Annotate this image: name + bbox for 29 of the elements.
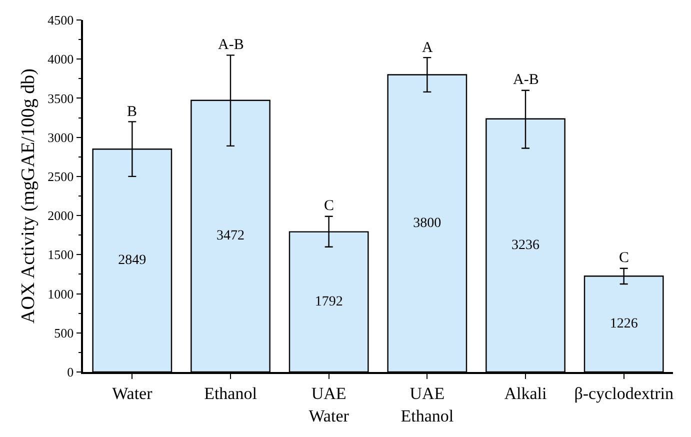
annotation: A-B — [218, 37, 244, 53]
y-tick-label: 4500 — [48, 12, 74, 28]
x-tick-label: Alkali — [504, 384, 548, 404]
y-tick-label: 2000 — [48, 208, 74, 224]
y-axis-title: AOX Activity (mgGAE/100g db) — [18, 68, 39, 324]
x-tick-label: UAE Ethanol — [400, 384, 454, 426]
x-tick-label: Ethanol — [204, 384, 258, 404]
annotation: C — [324, 198, 334, 214]
annotation: C — [619, 250, 630, 266]
annotation: B — [127, 104, 138, 120]
x-tick-label: β-cyclodextrin — [574, 384, 674, 404]
data-label: 1226 — [610, 316, 638, 332]
y-tick-label: 3500 — [48, 90, 74, 106]
y-tick-label: 2500 — [48, 168, 74, 184]
y-tick-label: 500 — [54, 325, 74, 340]
data-label: 1792 — [314, 294, 343, 310]
annotation: A — [422, 40, 433, 56]
annotation: A-B — [513, 72, 539, 88]
y-tick-label: 3000 — [48, 130, 74, 145]
data-label: 3472 — [216, 228, 244, 244]
y-tick-label: 4000 — [48, 52, 74, 67]
x-tick-label: UAE Water — [308, 384, 350, 426]
y-tick-label: 0 — [67, 364, 74, 380]
x-tick-label: Water — [112, 384, 153, 404]
data-label: 3236 — [512, 238, 540, 253]
y-tick-label: 1500 — [48, 247, 74, 262]
y-tick-label: 1000 — [48, 286, 74, 302]
data-label: 2849 — [118, 253, 146, 268]
data-label: 3800 — [413, 216, 442, 231]
